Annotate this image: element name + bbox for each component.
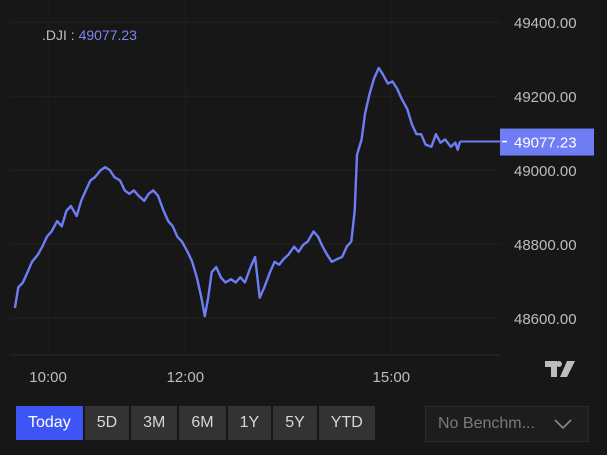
y-tick-label: 48800.00 (514, 237, 577, 254)
range-1y-button[interactable]: 1Y (227, 406, 272, 440)
price-line (13, 66, 462, 318)
range-5d-button[interactable]: 5D (84, 406, 130, 440)
legend-symbol: .DJI (42, 27, 67, 43)
legend-value: 49077.23 (78, 27, 137, 43)
x-tick-label: 10:00 (29, 369, 67, 386)
last-price-label: 49077.23 (514, 135, 577, 152)
range-today-button[interactable]: Today (16, 406, 83, 440)
legend-separator: : (66, 27, 79, 43)
x-tick-label: 12:00 (167, 369, 205, 386)
benchmark-label: No Benchm... (438, 415, 535, 432)
range-5y-button[interactable]: 5Y (273, 406, 317, 440)
tradingview-logo-icon[interactable] (545, 361, 579, 382)
benchmark-dropdown[interactable]: No Benchm... (425, 406, 589, 442)
y-tick-label: 49200.00 (514, 89, 577, 106)
range-6m-button[interactable]: 6M (179, 406, 226, 440)
x-tick-label: 15:00 (373, 369, 411, 386)
range-selector: Today 5D 3M 6M 1Y 5Y YTD (16, 406, 375, 440)
range-ytd-button[interactable]: YTD (318, 406, 375, 440)
chevron-down-icon (554, 416, 572, 437)
y-tick-label: 49400.00 (514, 15, 577, 32)
y-tick-label: 49000.00 (514, 163, 577, 180)
last-price-badge (500, 128, 594, 156)
range-3m-button[interactable]: 3M (131, 406, 178, 440)
y-tick-label: 48600.00 (514, 311, 577, 328)
chart-legend: .DJI : 49077.23 (42, 27, 137, 43)
price-chart[interactable]: 49400.00 49200.00 49000.00 48800.00 48600.00… (0, 0, 607, 400)
